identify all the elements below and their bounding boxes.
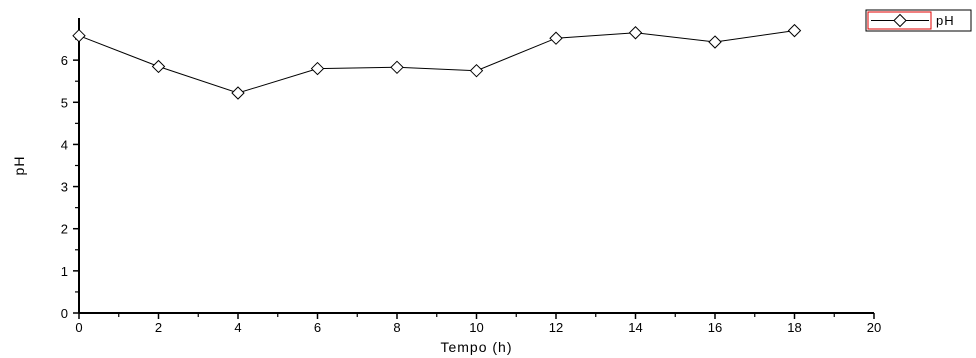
x-tick-label: 2	[155, 320, 162, 335]
x-tick-labels: 0 2 4 6 8 10 12 14 16 18 20	[75, 320, 881, 335]
series-line	[78, 30, 795, 94]
data-point	[310, 61, 325, 76]
x-axis-title: Tempo (h)	[440, 339, 512, 355]
y-tick-label: 5	[61, 95, 68, 110]
x-tick-label: 16	[708, 320, 722, 335]
y-tick-label: 2	[61, 222, 68, 237]
x-tick-label: 18	[787, 320, 801, 335]
y-tick-labels: 0 1 2 3 4 5 6	[61, 53, 68, 321]
legend-marker-diamond-icon	[893, 13, 907, 28]
x-tick-label: 14	[628, 320, 642, 335]
x-tick-label: 8	[393, 320, 400, 335]
data-point	[469, 63, 484, 78]
data-point	[151, 59, 166, 74]
ticks-layer	[73, 38, 875, 319]
x-tick-label: 12	[549, 320, 563, 335]
x-tick-label: 6	[314, 320, 321, 335]
x-tick-label: 0	[75, 320, 82, 335]
y-tick-label: 0	[61, 306, 68, 321]
data-point	[549, 31, 563, 45]
y-tick-label: 6	[61, 53, 68, 68]
y-tick-label: 1	[61, 264, 68, 279]
series-layer	[72, 23, 802, 100]
data-point	[628, 26, 643, 40]
data-point	[390, 60, 404, 75]
x-tick-label: 4	[234, 320, 241, 335]
legend-label: pH	[936, 13, 955, 28]
legend: pH	[865, 9, 972, 32]
data-point	[787, 23, 802, 38]
data-point	[708, 35, 722, 49]
y-tick-label: 3	[61, 180, 68, 195]
x-tick-label: 10	[469, 320, 483, 335]
legend-sample-box	[867, 11, 932, 30]
data-point	[72, 28, 86, 43]
y-tick-label: 4	[61, 137, 68, 152]
x-tick-label: 20	[867, 320, 881, 335]
y-axis-title: pH	[11, 156, 27, 176]
data-point	[231, 86, 245, 100]
